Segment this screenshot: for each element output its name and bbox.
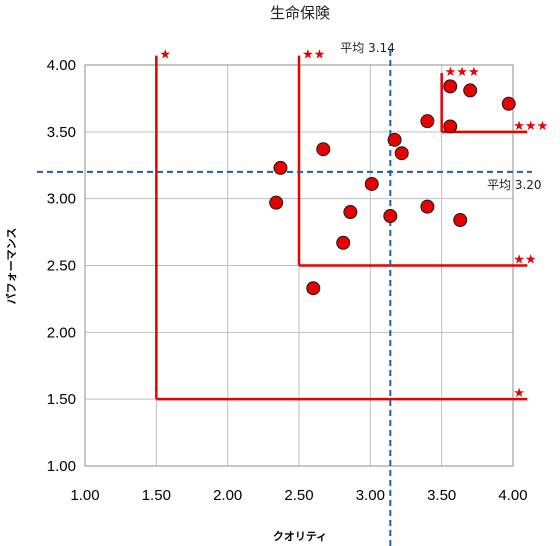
data-point (364, 176, 379, 191)
data-points (269, 79, 516, 296)
data-point (343, 205, 358, 220)
data-point (453, 213, 468, 228)
data-point (443, 79, 458, 94)
data-point (420, 114, 435, 129)
x-tick-label: 1.50 (142, 487, 171, 504)
y-tick-label: 1.50 (47, 391, 76, 408)
x-tick-label: 3.00 (356, 487, 385, 504)
rank-zone-label-top: ★ (159, 48, 171, 63)
y-tick-label: 1.00 (47, 458, 76, 475)
tick-labels: 1.00 1.50 2.00 2.50 3.00 3.50 4.00 1.00 1.50 2.00… (47, 57, 528, 504)
x-tick-label: 2.50 (284, 487, 313, 504)
rank-zone-label-right: ★★★ (513, 119, 548, 134)
data-point (273, 160, 288, 175)
y-axis-label: パフォーマンス (5, 228, 18, 305)
data-point (394, 146, 409, 161)
data-point (501, 96, 516, 111)
rank-zone-label-right: ★ (513, 386, 525, 401)
rank-zone-label-top: ★★ (302, 48, 325, 63)
y-tick-label: 4.00 (47, 57, 76, 74)
x-tick-label: 2.00 (213, 487, 242, 504)
chart-title: 生命保険 (270, 4, 330, 22)
mean-label-x: 平均 3.14 (340, 41, 395, 55)
rank-zone-label-right: ★★ (513, 253, 536, 268)
x-tick-label: 1.00 (70, 487, 99, 504)
y-tick-label: 2.50 (47, 258, 76, 275)
data-point (269, 195, 284, 210)
data-point (443, 119, 458, 134)
x-axis-label: クオリティ (273, 530, 327, 543)
rank-zones: ★★★★★★★★★★★★ (155, 48, 548, 401)
data-point (463, 83, 478, 98)
x-tick-label: 4.00 (498, 487, 527, 504)
data-point (420, 199, 435, 214)
data-point (336, 235, 351, 250)
mean-lines: 平均 3.14 平均 3.20 (37, 41, 542, 546)
y-tick-label: 2.00 (47, 324, 76, 341)
data-point (306, 281, 321, 296)
data-point (383, 209, 398, 224)
data-point (316, 142, 331, 157)
mean-label-y: 平均 3.20 (487, 178, 542, 192)
y-tick-label: 3.00 (47, 191, 76, 208)
rank-zone-label-top: ★★★ (445, 65, 480, 80)
data-point (387, 132, 402, 147)
y-tick-label: 3.50 (47, 124, 76, 141)
x-tick-label: 3.50 (427, 487, 456, 504)
